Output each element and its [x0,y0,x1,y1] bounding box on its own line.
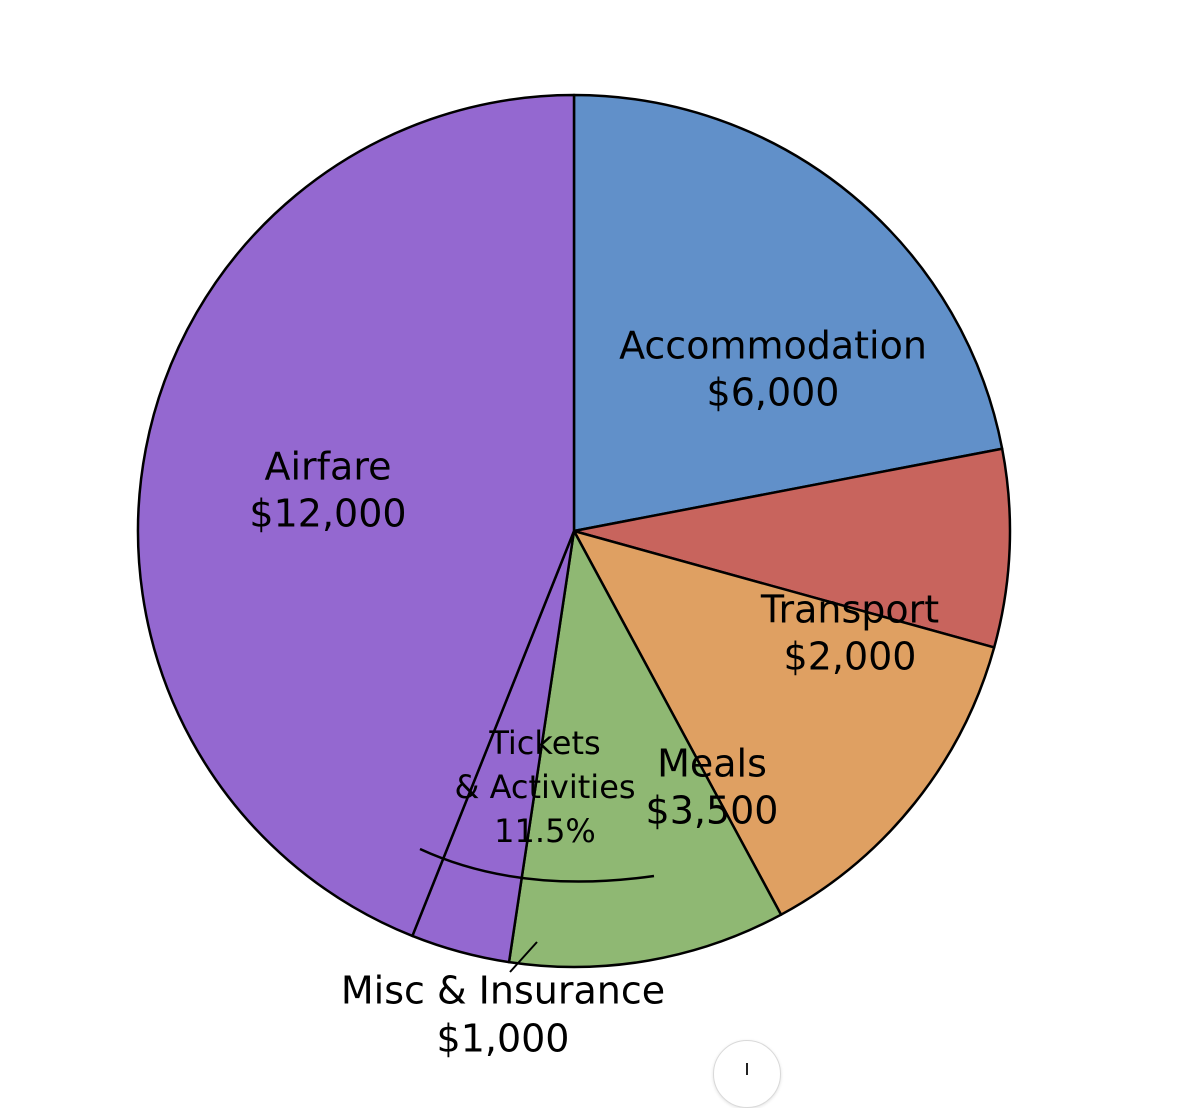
slice-tickets-and-activities [507,529,783,969]
label-line: $6,000 [707,371,840,415]
label-line: & Activities [454,768,635,806]
label-line: 11.5% [494,812,596,850]
tickets-misc-divider [419,847,655,883]
slice-accommodation [572,93,1004,533]
label-line: Transport [760,588,939,632]
misc-leader-line [509,941,538,973]
label-meals: Meals $3,500 [646,742,779,833]
label-line: $1,000 [437,1017,570,1061]
floating-action-button[interactable] [713,1040,781,1108]
label-misc-and-insurance: Misc & Insurance $1,000 [341,969,665,1061]
label-transport: Transport $2,000 [760,588,939,679]
label-line: Airfare [264,445,391,489]
slice-airfare [136,93,576,938]
label-line: Misc & Insurance [341,969,665,1013]
label-line: $12,000 [249,492,406,536]
label-line: Meals [657,742,767,786]
label-accommodation: Accommodation $6,000 [619,324,927,415]
slice-meals [572,529,996,916]
label-line: $2,000 [784,635,917,679]
label-airfare: Airfare $12,000 [249,445,406,536]
label-tickets-and-activities: Tickets & Activities 11.5% [454,724,635,850]
slice-transport [572,447,1012,649]
label-line: $3,500 [646,789,779,833]
label-line: Accommodation [619,324,927,368]
label-line: Tickets [488,724,600,762]
pie-slices [136,93,1012,969]
plus-icon [746,1063,748,1075]
